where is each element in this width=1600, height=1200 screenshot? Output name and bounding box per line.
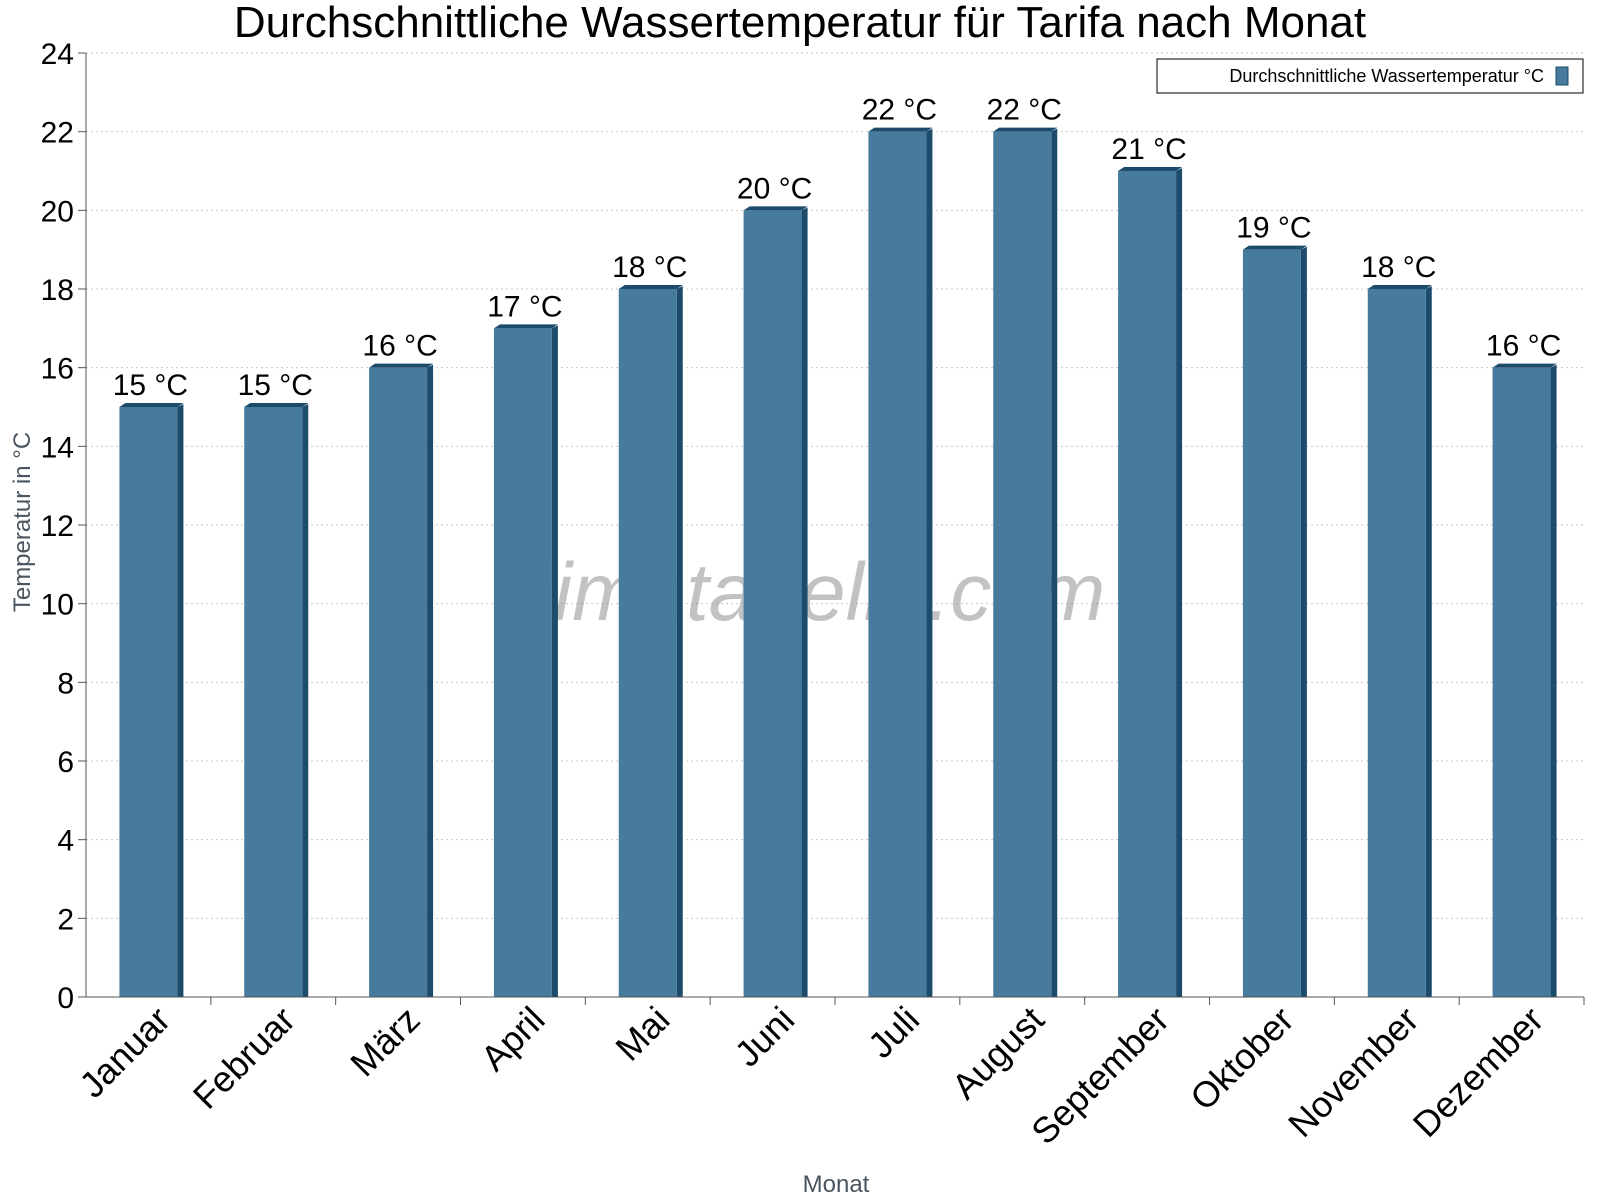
- bar-side: [1051, 128, 1058, 997]
- bar-side: [1425, 286, 1432, 997]
- bar-front: [493, 328, 552, 997]
- bar-side: [302, 404, 309, 997]
- bar-dezember: [1492, 363, 1557, 998]
- bar-side: [551, 325, 558, 997]
- x-tick-label: Juni: [727, 999, 803, 1075]
- y-tick-label: 16: [41, 353, 74, 386]
- bar-front: [119, 407, 178, 997]
- bar-top: [1367, 285, 1432, 289]
- bar-januar: [119, 403, 184, 997]
- bar-side: [926, 128, 933, 997]
- gridlines: [86, 52, 1584, 919]
- legend-box: [1156, 58, 1584, 94]
- y-tick-label: 6: [57, 746, 74, 779]
- bar-front: [618, 289, 677, 997]
- bar-top: [1118, 167, 1183, 171]
- data-label: 19 °C: [1236, 212, 1311, 245]
- legend-entry-label: Durchschnittliche Wassertemperatur °C: [1229, 66, 1544, 86]
- bar-top: [244, 403, 309, 407]
- y-tick-label: 2: [57, 903, 74, 936]
- bar-mai: [618, 285, 683, 997]
- bar-oktober: [1242, 245, 1307, 997]
- data-label: 16 °C: [362, 330, 437, 363]
- y-tick-label: 0: [57, 982, 74, 1015]
- y-axis-title: Temperatur in °C: [9, 432, 36, 612]
- y-tick-label: 14: [41, 431, 74, 464]
- data-label: 17 °C: [487, 290, 562, 323]
- bar-front: [743, 210, 802, 998]
- data-label: 21 °C: [1111, 133, 1186, 166]
- bar-november: [1367, 285, 1432, 997]
- x-axis-title: Monat: [803, 1171, 870, 1198]
- bar-front: [1492, 367, 1551, 998]
- data-label: 16 °C: [1486, 330, 1561, 363]
- x-tick-label: März: [342, 999, 428, 1085]
- y-tick-label: 22: [41, 117, 74, 150]
- x-tick-label: August: [944, 999, 1052, 1107]
- x-tick-label: November: [1280, 999, 1426, 1145]
- bar-side: [1176, 168, 1183, 997]
- bar-april: [493, 324, 558, 997]
- bar-front: [1118, 171, 1177, 997]
- x-tick-label: Februar: [185, 999, 303, 1117]
- bar-maerz: [369, 363, 434, 998]
- bar-top: [1492, 363, 1557, 368]
- data-label: 22 °C: [987, 94, 1062, 127]
- y-tick-label: 4: [57, 825, 74, 858]
- bar-august: [993, 127, 1058, 997]
- chart-title: Durchschnittliche Wassertemperatur für T…: [234, 0, 1366, 47]
- data-label: 18 °C: [612, 251, 687, 284]
- bar-top: [493, 324, 558, 329]
- y-tick-label: 20: [41, 195, 74, 228]
- bars: [119, 127, 1557, 998]
- x-tick-label: Oktober: [1182, 999, 1302, 1119]
- bar-side: [801, 207, 808, 998]
- bar-front: [993, 131, 1052, 997]
- bar-juli: [868, 127, 933, 997]
- bar-februar: [244, 403, 309, 997]
- bar-side: [427, 364, 434, 998]
- x-tick-label: Dezember: [1405, 999, 1551, 1145]
- data-label: 22 °C: [862, 94, 937, 127]
- bar-side: [177, 404, 184, 997]
- data-labels: 15 °C 15 °C 16 °C 17 °C 18 °C 20 °C 22 °C 22 °C…: [113, 94, 1562, 402]
- y-tick-label: 8: [57, 667, 74, 700]
- legend-swatch: [1555, 66, 1569, 86]
- data-label: 18 °C: [1361, 251, 1436, 284]
- bar-front: [369, 367, 428, 998]
- x-tick-label: Juli: [860, 999, 927, 1066]
- bar-side: [676, 286, 683, 997]
- data-label: 15 °C: [113, 369, 188, 402]
- bar-top: [369, 363, 434, 368]
- legend: Durchschnittliche Wassertemperatur °C: [1156, 58, 1584, 94]
- bar-top: [993, 127, 1058, 132]
- bar-front: [1367, 289, 1426, 997]
- bar-top: [743, 206, 808, 211]
- bar-top: [868, 127, 933, 132]
- x-tick-label: September: [1023, 999, 1177, 1153]
- y-tick-label: 18: [41, 274, 74, 307]
- bar-front: [868, 131, 927, 997]
- data-label: 20 °C: [737, 172, 812, 205]
- bar-top: [1242, 245, 1307, 250]
- data-label: 15 °C: [238, 369, 313, 402]
- bar-side: [1300, 246, 1307, 997]
- x-tick-label: Januar: [71, 999, 178, 1106]
- bar-september: [1118, 167, 1183, 997]
- y-tick-label: 12: [41, 510, 74, 543]
- bar-front: [244, 407, 303, 997]
- bar-top: [618, 285, 683, 289]
- bar-front: [1242, 249, 1301, 997]
- y-tick-label: 10: [41, 589, 74, 622]
- bar-top: [119, 403, 184, 407]
- x-tick-label: Mai: [607, 999, 677, 1069]
- y-tick-label: 24: [41, 38, 74, 71]
- bar-juni: [743, 206, 808, 998]
- bar-side: [1550, 364, 1557, 998]
- x-tick-label: April: [473, 999, 553, 1079]
